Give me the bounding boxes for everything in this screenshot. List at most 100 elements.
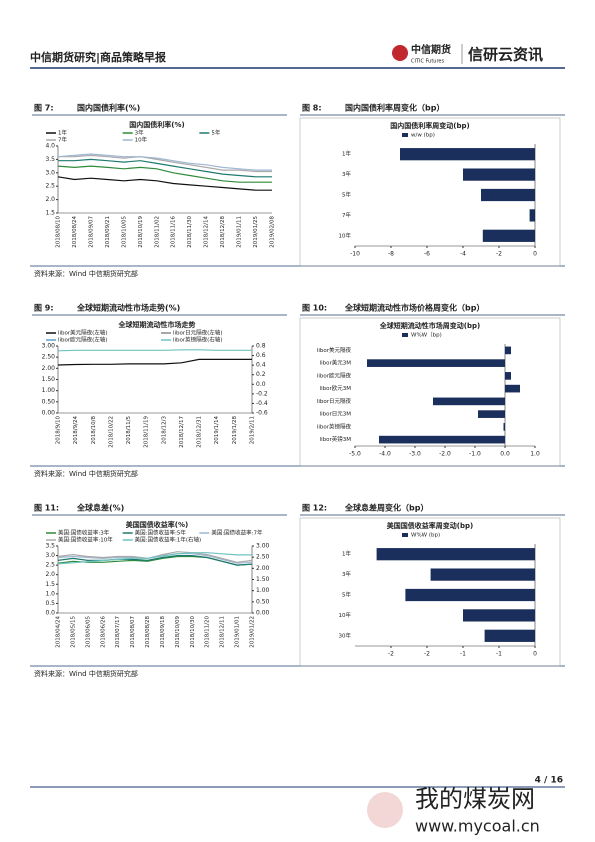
y-tick-label: 0.50 [42, 398, 56, 405]
bar [503, 423, 505, 431]
x-tick-label: -1.0 [469, 451, 481, 458]
x-tick-label: 2019/01/11 [237, 216, 243, 248]
x-tick-label: 0.0 [500, 451, 510, 458]
x-tick-label: 2019/2/11 [250, 416, 256, 444]
category-label: 5年 [342, 191, 351, 199]
x-tick-label: 1.0 [530, 451, 540, 458]
legend-label: libor英镑隔夜(右轴) [173, 336, 222, 344]
bar [400, 148, 535, 161]
watermark-icon [367, 792, 403, 828]
y-tick-label: 2.5 [45, 562, 55, 569]
figure-caption: 国内国债利率(%) [77, 103, 140, 113]
y2-tick-label: -0.4 [256, 400, 268, 407]
x-tick-label: -8 [388, 251, 394, 258]
y-tick-label: 2.50 [42, 354, 56, 361]
x-tick-label: 2018/10/30 [190, 616, 196, 648]
x-tick-label: 2018/10/22 [108, 416, 114, 448]
category-label: libor美元3M [320, 359, 352, 367]
legend-swatch [402, 133, 408, 137]
bar [505, 372, 511, 380]
x-tick-label: 2018/11/02 [154, 216, 160, 248]
x-tick-label: 2018/08/24 [72, 216, 78, 248]
category-label: libor英镑隔夜 [317, 422, 352, 430]
bar [463, 168, 535, 181]
legend-swatch [402, 533, 408, 537]
y2-tick-label: 0.2 [256, 371, 266, 378]
x-tick-label: 2018/11/5 [126, 416, 132, 445]
y-tick-label: 1.5 [45, 210, 55, 217]
bar [367, 359, 505, 367]
x-tick-label: -2 [388, 651, 394, 658]
y-tick-label: 3.5 [45, 156, 55, 163]
x-tick-label: -6 [424, 251, 430, 258]
x-tick-label: 2018/10/8 [91, 416, 97, 445]
figure-caption: 全球短期流动性市场价格周变化（bp） [344, 303, 484, 313]
legend-label: libor日元隔夜(左轴) [173, 329, 222, 337]
figure-label: 图 9: [34, 304, 54, 313]
x-tick-label: 2018/11/19 [144, 416, 150, 448]
category-label: 10年 [339, 611, 352, 619]
x-tick-label: -4.0 [379, 451, 391, 458]
category-label: libor欧元3M [320, 384, 352, 392]
legend-label: 10年 [135, 136, 148, 144]
x-tick-label: 2018/11/30 [187, 216, 193, 248]
legend-label: 美国:国债收益率:7年 [211, 529, 263, 537]
logo-icon [392, 45, 408, 61]
category-label: libor欧元隔夜 [317, 371, 352, 379]
chart-frame [299, 317, 561, 467]
x-tick-label: 2018/10/09 [175, 616, 181, 648]
x-tick-label: -2 [496, 251, 502, 258]
category-label: 3年 [342, 570, 351, 578]
x-tick-label: 2018/9/24 [73, 416, 79, 445]
y-tick-label: 3.0 [45, 552, 55, 559]
brand: 信研云资讯 [468, 46, 543, 64]
y2-tick-label: 0.8 [256, 343, 266, 350]
bar [478, 410, 505, 418]
x-tick-label: -1 [460, 651, 466, 658]
x-tick-label: 2018/11/20 [205, 616, 211, 648]
y-tick-label: 3.00 [42, 343, 56, 350]
bar [430, 568, 535, 581]
x-tick-label: 2018/05/15 [70, 616, 76, 648]
figure-label: 图 7: [34, 104, 54, 113]
figure-caption: 全球息差周变化（bp） [344, 503, 428, 513]
y2-tick-label: 1.00 [256, 587, 270, 594]
y2-tick-label: 1.50 [256, 576, 270, 583]
legend-label: 3年 [135, 129, 144, 137]
x-tick-label: 2018/11/16 [171, 216, 177, 248]
y2-tick-label: 2.50 [256, 554, 270, 561]
category-label: 1年 [342, 550, 351, 558]
x-tick-label: 2018/04/24 [56, 616, 62, 648]
chart-frame [299, 517, 561, 667]
x-tick-label: 2018/08/07 [130, 616, 136, 648]
x-tick-label: 0 [533, 251, 537, 258]
logo-en: CITIC Futures [411, 59, 444, 65]
x-tick-label: 2018/09/07 [88, 216, 94, 248]
y-tick-label: 2.5 [45, 183, 55, 190]
x-tick-label: -3.0 [409, 451, 421, 458]
x-tick-label: 2018/12/14 [204, 216, 210, 248]
x-tick-label: 2018/9/10 [56, 416, 62, 445]
y-tick-label: 0.5 [45, 600, 55, 607]
y-tick-label: 3.5 [45, 543, 55, 550]
x-tick-label: 2018/09/21 [105, 216, 111, 248]
y-tick-label: 0.0 [45, 610, 55, 617]
x-tick-label: 2018/10/19 [138, 216, 144, 248]
y-tick-label: 1.50 [42, 376, 56, 383]
y2-tick-label: 0.0 [256, 381, 266, 388]
x-tick-label: 2019/1/14 [214, 416, 220, 445]
legend-label: 美国:国债收益率:3年 [58, 529, 110, 537]
chart-title: 美国国债收益率周变动(bp) [387, 521, 473, 530]
x-tick-label: 2019/1/28 [232, 416, 238, 445]
line-series [57, 551, 253, 563]
chart-title: 国内国债利率(%) [129, 120, 184, 129]
y2-tick-label: 0.50 [256, 598, 270, 605]
figure-caption: 全球短期流动性市场走势(%) [76, 303, 180, 313]
category-label: libor日元3M [320, 411, 352, 418]
chart-title: 全球短期流动性市场周变动(bp) [379, 321, 480, 330]
legend-label: 美国:国债收益率:5年 [135, 529, 187, 537]
category-label: 7年 [342, 211, 351, 219]
line-series [57, 165, 272, 183]
bar [529, 209, 535, 222]
